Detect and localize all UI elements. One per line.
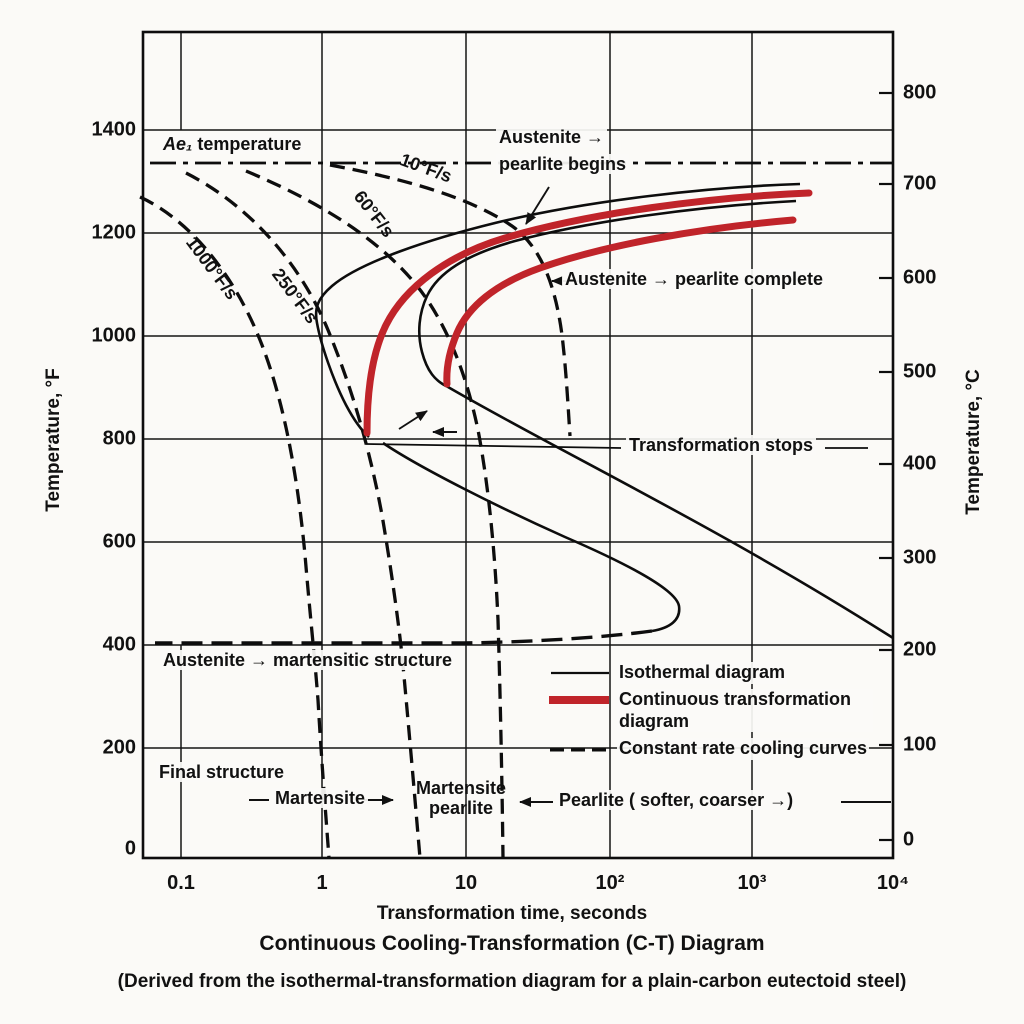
ytick-f-1000: 1000 xyxy=(91,324,137,347)
cooling-curve-10 xyxy=(329,163,572,437)
isothermal-curves xyxy=(314,182,894,640)
legend-label-continuous: Continuous transformation diagram xyxy=(617,689,873,733)
xtick-10000: 10⁴ xyxy=(876,872,910,894)
x-axis-title: Transformation time, seconds xyxy=(376,903,648,924)
ytick-c-600: 600 xyxy=(903,266,937,289)
pearlite-begins-line2: pearlite begins xyxy=(496,154,630,175)
ytick-f-1400: 1400 xyxy=(91,118,137,141)
isothermal-complete-and-stops-curve xyxy=(417,199,894,640)
pearlite-begins-arrow xyxy=(525,186,550,225)
ytick-c-800: 800 xyxy=(903,81,937,104)
cooling-curve-1000 xyxy=(139,195,331,859)
ytick-c-200: 200 xyxy=(903,638,937,661)
martensite-pearlite-label: Martensite pearlite xyxy=(412,778,510,818)
ytick-f-600: 600 xyxy=(102,530,136,553)
ytick-f-400: 400 xyxy=(102,633,136,656)
stops-pointer-line xyxy=(365,443,868,449)
ytick-c-400: 400 xyxy=(903,452,937,475)
martensite-start-line xyxy=(155,629,653,645)
ae1-symbol: Ae₁ xyxy=(163,134,193,154)
figure-subtitle: (Derived from the isothermal-transformat… xyxy=(117,971,907,992)
continuous-transformation-curves xyxy=(363,189,813,437)
ytick-f-0: 0 xyxy=(124,837,136,860)
xtick-1000: 10³ xyxy=(737,872,767,894)
ytick-f-800: 800 xyxy=(102,427,136,450)
transformation-stops-label: Transformation stops xyxy=(626,435,817,456)
ytick-c-300: 300 xyxy=(903,546,937,569)
legend-label-cooling: Constant rate cooling curves xyxy=(617,738,870,760)
pearlite-complete-label: Austenite → pearlite complete xyxy=(562,269,827,290)
xtick-100: 10² xyxy=(595,872,625,894)
isothermal-begin-curve xyxy=(314,182,801,438)
ytick-c-700: 700 xyxy=(903,172,937,195)
legend-samples xyxy=(549,671,609,752)
figure-title: Continuous Cooling-Transformation (C-T) … xyxy=(259,932,765,955)
y-left-axis-title: Temperature, °F xyxy=(43,368,64,512)
ytick-c-500: 500 xyxy=(903,360,937,383)
ytick-f-1200: 1200 xyxy=(91,221,137,244)
xtick-1: 1 xyxy=(316,872,328,894)
plot-frame xyxy=(141,30,895,860)
xtick-0p1: 0.1 xyxy=(167,872,195,894)
ytick-c-100: 100 xyxy=(903,733,937,756)
ae1-text: temperature xyxy=(192,134,302,154)
xtick-10: 10 xyxy=(454,872,478,894)
ytick-c-0: 0 xyxy=(903,828,915,851)
cooling-curves xyxy=(139,163,572,859)
ytick-f-200: 200 xyxy=(102,736,136,759)
y-right-axis-title: Temperature, °C xyxy=(963,369,984,515)
pearlite-region-label: Pearlite ( softer, coarser →) xyxy=(556,790,797,811)
legend-label-isothermal: Isothermal diagram xyxy=(617,662,788,684)
ae1-label: Ae₁ temperature xyxy=(160,134,305,155)
martensite-label: Martensite xyxy=(272,788,369,809)
cooling-curve-60 xyxy=(245,169,505,859)
ct-begin-curve xyxy=(363,189,813,437)
martensite-pearlite-line1: Martensite xyxy=(415,778,507,798)
celsius-ticks xyxy=(879,91,893,842)
isothermal-lower-bulge xyxy=(382,441,681,633)
stops-nose-arrow-up xyxy=(398,410,428,430)
martensitic-structure-label: Austenite → martensitic structure xyxy=(160,650,456,671)
final-structure-label: Final structure xyxy=(156,762,288,783)
ct-complete-curve xyxy=(443,216,797,388)
martensite-pearlite-line2: pearlite xyxy=(428,798,494,819)
pearlite-begins-line1: Austenite → xyxy=(496,127,608,148)
